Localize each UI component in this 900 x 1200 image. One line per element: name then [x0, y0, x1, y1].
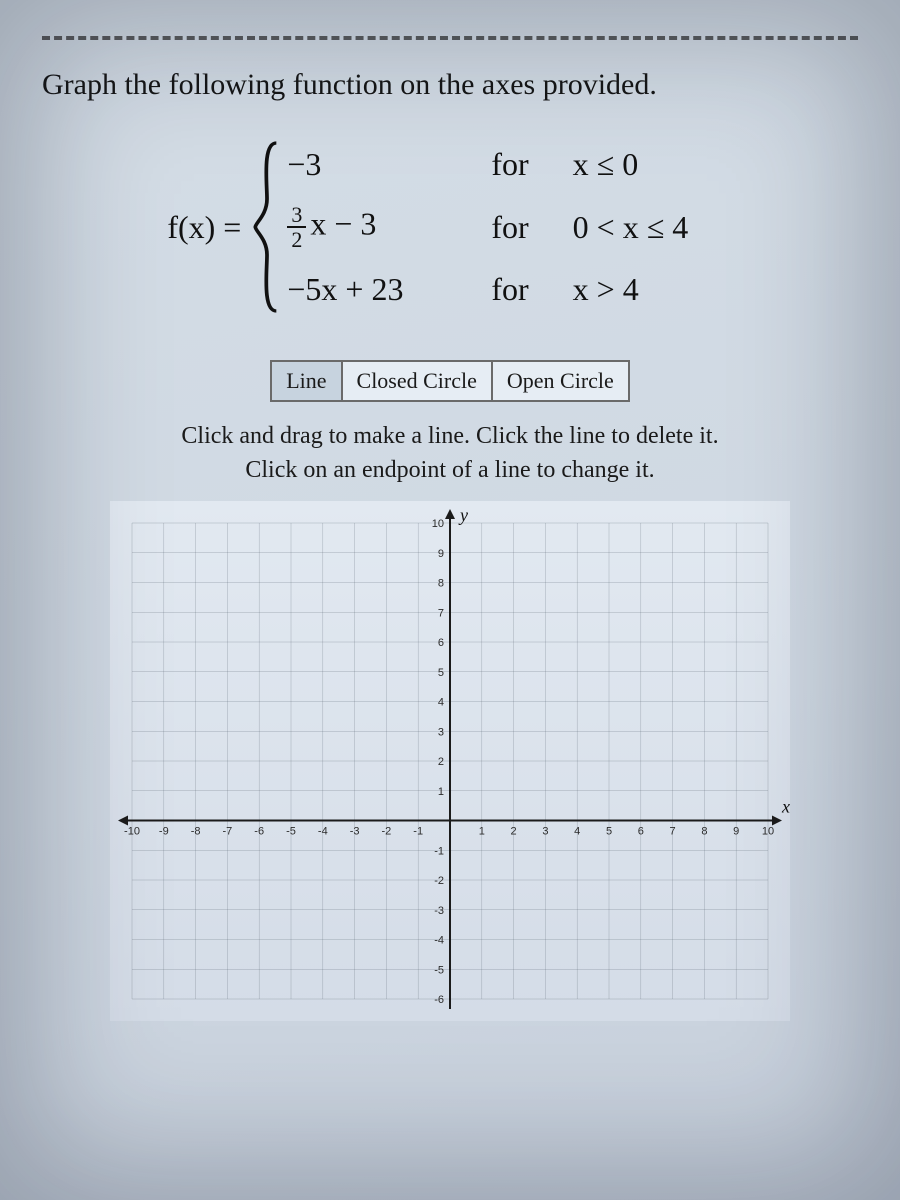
svg-text:3: 3: [438, 727, 444, 739]
svg-text:1: 1: [438, 786, 444, 798]
graph-container: -10 -9 -8 -7 -6 -5 -4 -3 -2 -1 1 2 3 4 5 6 7 8 9 10 -6 -5 -4 -3…: [42, 501, 858, 1021]
svg-text:5: 5: [438, 667, 444, 679]
piecewise-function: f(x) = −3 for x ≤ 0 3 2 x − 3 for 0 < x …: [42, 138, 858, 316]
svg-text:-8: -8: [191, 826, 201, 838]
svg-text:4: 4: [438, 697, 444, 709]
svg-text:8: 8: [701, 826, 707, 838]
tool-row: Line Closed Circle Open Circle: [42, 360, 858, 402]
instructions-line-2: Click on an endpoint of a line to change…: [42, 454, 858, 488]
y-axis-label: y: [458, 505, 468, 525]
problem-title: Graph the following function on the axes…: [42, 68, 858, 102]
case-3-expr: −5x + 23: [287, 271, 447, 308]
case-3-cond: x > 4: [573, 271, 733, 308]
svg-text:-6: -6: [254, 826, 264, 838]
svg-text:-3: -3: [434, 905, 444, 917]
arrowhead-icon: [118, 816, 128, 826]
svg-text:5: 5: [606, 826, 612, 838]
function-lhs: f(x) =: [167, 209, 241, 246]
case-3-for: for: [491, 271, 528, 308]
svg-text:-4: -4: [434, 935, 444, 947]
svg-text:3: 3: [542, 826, 548, 838]
svg-text:9: 9: [733, 826, 739, 838]
case-1-cond: x ≤ 0: [573, 146, 733, 183]
svg-text:6: 6: [638, 826, 644, 838]
case-1-expr: −3: [287, 146, 447, 183]
svg-text:-6: -6: [434, 994, 444, 1006]
fraction-denominator: 2: [287, 228, 306, 251]
svg-text:-1: -1: [413, 826, 423, 838]
svg-text:7: 7: [670, 826, 676, 838]
svg-text:-10: -10: [124, 826, 140, 838]
svg-text:4: 4: [574, 826, 580, 838]
svg-text:-5: -5: [434, 965, 444, 977]
tool-closed-circle-button[interactable]: Closed Circle: [343, 362, 493, 400]
instructions-line-1: Click and drag to make a line. Click the…: [42, 420, 858, 454]
svg-text:-4: -4: [318, 826, 328, 838]
fraction-numerator: 3: [287, 203, 306, 228]
tool-line-button[interactable]: Line: [272, 362, 342, 400]
fraction-3-over-2: 3 2: [287, 203, 306, 251]
piecewise-cases: −3 for x ≤ 0 3 2 x − 3 for 0 < x ≤ 4 −5x…: [287, 138, 732, 316]
tool-selector: Line Closed Circle Open Circle: [270, 360, 630, 402]
svg-text:6: 6: [438, 637, 444, 649]
case-2-cond: 0 < x ≤ 4: [573, 209, 733, 246]
svg-text:-5: -5: [286, 826, 296, 838]
arrowhead-icon: [445, 509, 455, 519]
case-1-for: for: [491, 146, 528, 183]
svg-text:2: 2: [511, 826, 517, 838]
case-2-tail: x − 3: [310, 205, 376, 241]
svg-text:-7: -7: [223, 826, 233, 838]
svg-text:-9: -9: [159, 826, 169, 838]
brace-icon: [253, 139, 281, 315]
svg-text:10: 10: [432, 518, 444, 530]
svg-text:-2: -2: [382, 826, 392, 838]
svg-text:-3: -3: [350, 826, 360, 838]
svg-text:1: 1: [479, 826, 485, 838]
svg-text:-1: -1: [434, 846, 444, 858]
case-2-for: for: [491, 209, 528, 246]
svg-text:2: 2: [438, 756, 444, 768]
svg-text:8: 8: [438, 578, 444, 590]
coordinate-graph[interactable]: -10 -9 -8 -7 -6 -5 -4 -3 -2 -1 1 2 3 4 5 6 7 8 9 10 -6 -5 -4 -3…: [110, 501, 790, 1021]
dashed-separator: [42, 36, 858, 40]
tool-open-circle-button[interactable]: Open Circle: [493, 362, 628, 400]
instructions-block: Click and drag to make a line. Click the…: [42, 420, 858, 487]
arrowhead-icon: [772, 816, 782, 826]
left-brace: [253, 139, 281, 315]
case-2-expr: 3 2 x − 3: [287, 203, 447, 251]
x-axis-label: x: [781, 797, 790, 817]
svg-text:10: 10: [762, 826, 774, 838]
svg-text:7: 7: [438, 608, 444, 620]
svg-text:-2: -2: [434, 875, 444, 887]
svg-text:9: 9: [438, 548, 444, 560]
page-root: Graph the following function on the axes…: [0, 0, 900, 1200]
